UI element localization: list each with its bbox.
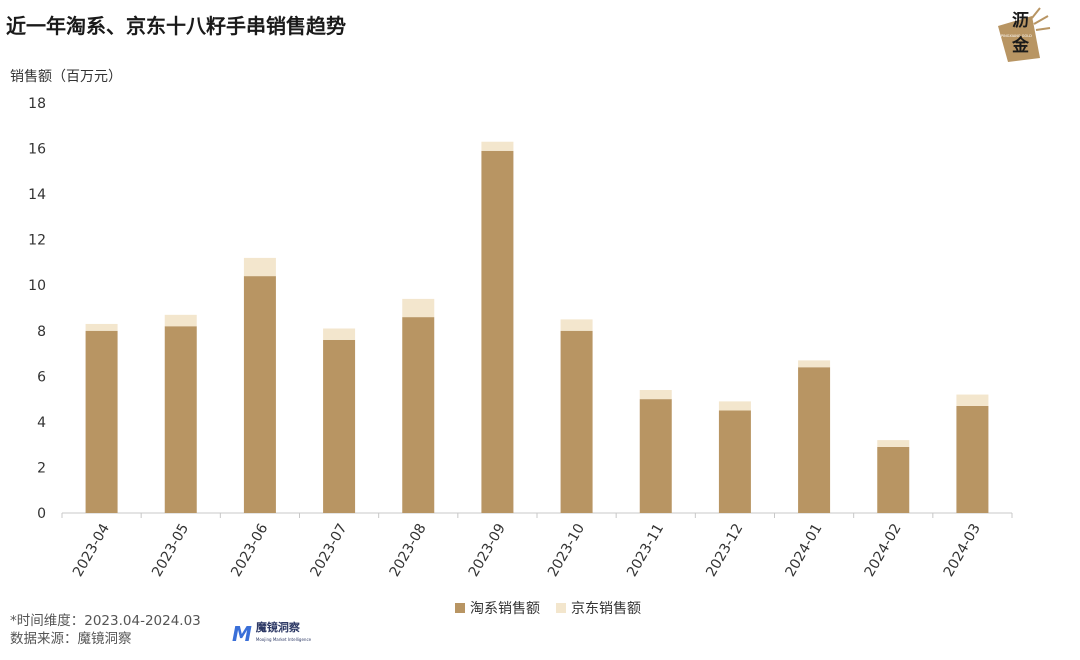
- bar-jd: [798, 360, 831, 368]
- y-tick-label: 14: [28, 187, 46, 203]
- x-tick-label: 2023-09: [466, 521, 509, 580]
- x-tick-label: 2023-05: [149, 521, 192, 580]
- footer-notes: *时间维度：2023.04-2024.03 数据来源：魔镜洞察: [10, 612, 201, 648]
- bar-taobao: [402, 317, 435, 513]
- bar-jd: [323, 328, 356, 340]
- data-source-note: 数据来源：魔镜洞察: [10, 631, 132, 647]
- bar-taobao: [85, 330, 118, 513]
- bar-jd: [956, 394, 989, 406]
- bar-jd: [85, 323, 118, 331]
- x-axis-ticks: 2023-04 2023-05 2023-06 2023-07 2023-08 2023-…: [61, 513, 1013, 580]
- x-tick-label: 2023-11: [624, 521, 667, 580]
- y-tick-label: 2: [37, 460, 46, 476]
- logo-tagline: PINGXIANG GOLD: [1001, 34, 1032, 38]
- chart-title: 近一年淘系、京东十八籽手串销售趋势: [6, 14, 346, 38]
- x-tick-label: 2023-06: [228, 521, 271, 580]
- brand-name: 魔镜洞察: [255, 621, 300, 634]
- bar-taobao: [956, 405, 989, 513]
- bar-jd: [639, 390, 672, 400]
- legend-swatch-jd: [556, 603, 566, 613]
- y-tick-label: 16: [28, 142, 46, 158]
- bar-jd: [718, 401, 751, 411]
- bar-taobao: [639, 399, 672, 513]
- bar-jd: [243, 257, 276, 277]
- logo-text-bottom: 金: [1011, 35, 1030, 56]
- legend-label-taobao: 淘系销售额: [470, 601, 540, 617]
- y-tick-label: 6: [37, 369, 46, 385]
- bar-taobao: [560, 330, 593, 513]
- bar-taobao: [323, 339, 356, 513]
- y-tick-label: 18: [28, 96, 46, 112]
- bar-jd: [402, 298, 435, 318]
- bar-jd: [877, 440, 910, 447]
- x-tick-label: 2023-10: [545, 521, 588, 580]
- legend-item-taobao: 淘系销售额: [455, 598, 540, 618]
- brand-mark-icon: M: [232, 622, 252, 646]
- bar-taobao: [877, 446, 910, 513]
- bar-taobao: [718, 410, 751, 513]
- x-tick-label: 2024-03: [941, 521, 984, 580]
- bar-taobao: [243, 276, 276, 513]
- legend: 淘系销售额 京东销售额: [455, 598, 641, 618]
- source-brand: M 魔镜洞察 Moojing Market Intelligence: [232, 621, 312, 647]
- y-tick-label: 12: [28, 233, 46, 249]
- brand-logo: 沥 PINGXIANG GOLD 金: [998, 7, 1051, 62]
- brand-subtitle: Moojing Market Intelligence: [255, 637, 312, 642]
- bar-jd: [560, 319, 593, 331]
- x-tick-label: 2024-02: [862, 521, 905, 580]
- bar-taobao: [481, 150, 514, 514]
- x-tick-label: 2023-07: [307, 521, 350, 580]
- x-tick-label: 2024-01: [782, 521, 825, 580]
- legend-swatch-taobao: [455, 603, 465, 613]
- time-dimension-note: *时间维度：2023.04-2024.03: [10, 613, 201, 629]
- y-axis-label: 销售额（百万元）: [10, 69, 122, 85]
- x-tick-label: 2023-12: [703, 521, 746, 580]
- y-tick-label: 0: [37, 506, 46, 522]
- y-tick-label: 4: [37, 415, 46, 431]
- x-tick-label: 2023-04: [70, 521, 113, 580]
- y-tick-label: 10: [28, 278, 46, 294]
- bar-jd: [164, 314, 197, 327]
- bars: [85, 141, 989, 514]
- legend-item-jd: 京东销售额: [556, 598, 641, 618]
- x-tick-label: 2023-08: [387, 521, 430, 580]
- bar-taobao: [164, 326, 197, 513]
- bar-taobao: [798, 367, 831, 513]
- legend-label-jd: 京东销售额: [571, 601, 641, 617]
- y-tick-label: 8: [37, 324, 46, 340]
- bar-jd: [481, 141, 514, 151]
- logo-text-top: 沥: [1012, 11, 1029, 31]
